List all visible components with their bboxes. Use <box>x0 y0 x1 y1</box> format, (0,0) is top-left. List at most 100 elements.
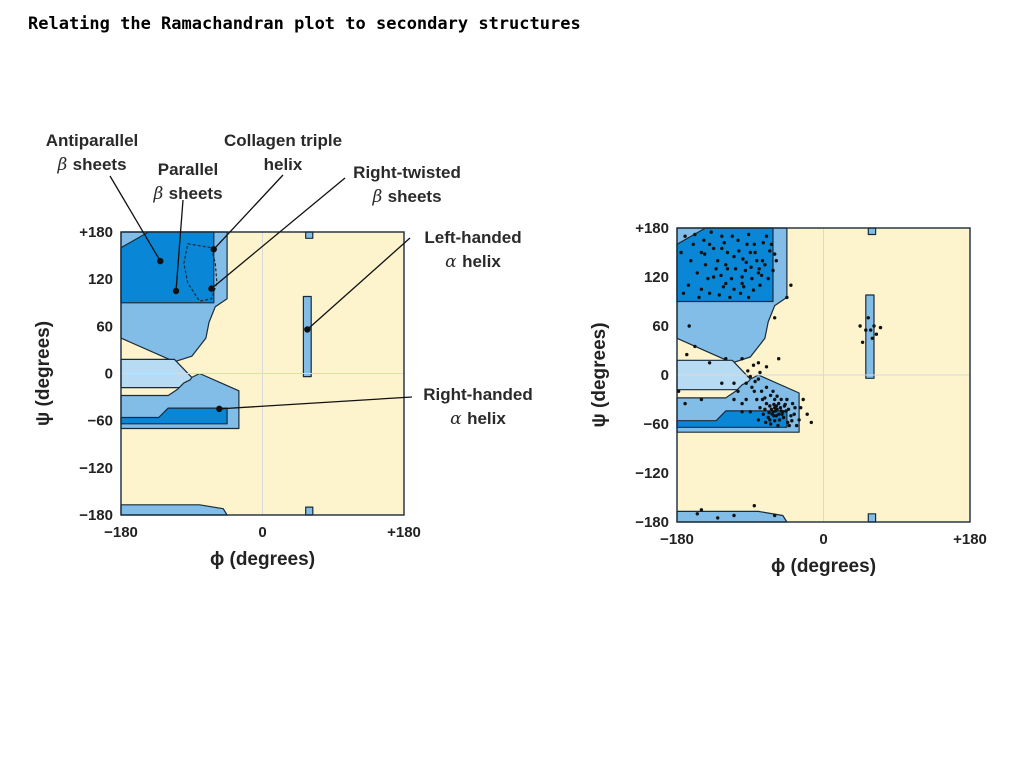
plot-frame <box>676 227 971 523</box>
data-point <box>744 260 748 264</box>
data-point <box>805 412 809 416</box>
data-point <box>778 406 783 410</box>
greek-symbol: α <box>450 409 467 429</box>
data-point <box>707 361 712 365</box>
data-point <box>860 340 865 344</box>
left-y-tick-label: 60 <box>96 318 113 335</box>
data-point <box>709 230 713 234</box>
greek-symbol: α <box>445 252 462 272</box>
data-point <box>725 267 730 271</box>
data-point <box>752 242 756 246</box>
data-point <box>773 513 777 518</box>
annotation-text: sheets <box>388 187 442 206</box>
data-point <box>753 250 757 255</box>
right-y-tick-label: 0 <box>661 367 669 384</box>
data-point <box>740 357 744 361</box>
data-point <box>790 401 795 406</box>
data-point <box>681 291 686 295</box>
data-point <box>720 234 724 238</box>
right-y-axis-label: ψ (degrees) <box>589 322 610 427</box>
data-point <box>874 332 879 336</box>
data-point <box>763 396 767 400</box>
data-point <box>756 271 761 275</box>
right-y-tick-label: 120 <box>644 269 669 286</box>
data-point <box>756 418 761 422</box>
data-point <box>719 273 723 278</box>
data-point <box>752 389 756 393</box>
data-point <box>706 276 710 281</box>
data-point <box>763 263 767 267</box>
left-y-tick-label: −60 <box>88 413 113 430</box>
data-point <box>725 250 730 255</box>
bottom-edge-region <box>867 513 877 523</box>
annotation-text: helix <box>467 409 506 428</box>
data-point <box>737 249 741 253</box>
data-point <box>801 397 805 402</box>
annotation-target-dot <box>157 257 164 265</box>
right-y-tick-label: +180 <box>635 220 669 237</box>
data-point <box>878 325 883 330</box>
data-point <box>691 242 695 246</box>
data-point <box>768 393 773 398</box>
data-point <box>742 285 746 289</box>
data-point <box>773 409 778 413</box>
annotation-label: β sheets <box>56 155 126 175</box>
plot-frame <box>120 231 405 516</box>
data-point <box>773 397 777 402</box>
data-point <box>740 410 744 414</box>
data-point <box>776 423 780 428</box>
left-y-tick-label: 0 <box>105 366 113 383</box>
annotation-leader-line <box>210 177 346 290</box>
data-point <box>736 238 740 242</box>
annotation-leader-line <box>219 396 413 410</box>
data-point <box>757 267 761 271</box>
data-point <box>777 401 781 406</box>
annotation-text: helix <box>462 252 501 271</box>
data-point <box>697 295 701 300</box>
data-point <box>790 419 794 423</box>
data-point <box>730 234 734 238</box>
data-point <box>775 394 779 398</box>
data-point <box>732 287 736 291</box>
data-point <box>732 397 736 402</box>
data-point <box>732 513 736 518</box>
data-point <box>758 283 762 287</box>
data-point <box>773 252 777 256</box>
data-point <box>761 241 765 245</box>
data-point <box>746 232 751 237</box>
ramachandran-annotated: +180 120 60 0 −60 −120 −180−180 0 +180 ϕ (degrees… <box>33 131 533 570</box>
data-point <box>741 257 745 261</box>
data-point <box>780 412 784 416</box>
data-point <box>764 365 769 369</box>
data-point <box>745 242 749 246</box>
top-edge-region <box>867 227 877 236</box>
data-point <box>732 254 736 259</box>
data-point <box>763 407 767 411</box>
data-point <box>699 508 704 512</box>
left-handed-region <box>865 294 875 379</box>
data-point <box>753 379 757 384</box>
data-point <box>703 263 708 267</box>
annotation-text: sheets <box>73 155 127 174</box>
bottom-edge-region <box>305 506 314 516</box>
data-point <box>758 370 762 375</box>
data-point <box>760 259 765 263</box>
data-point <box>750 276 754 281</box>
data-point <box>768 404 772 408</box>
data-point <box>777 418 782 422</box>
annotation-target-dot <box>210 246 217 253</box>
data-point <box>764 401 769 406</box>
data-point <box>695 512 699 516</box>
annotation-label: Right-handed <box>423 385 533 404</box>
right-x-tick-label: −180 <box>660 531 694 548</box>
slide-title: Relating the Ramachandran plot to second… <box>28 14 581 34</box>
data-point <box>738 291 743 295</box>
annotation-leader-line <box>109 175 161 262</box>
data-point <box>744 381 748 385</box>
data-point <box>774 259 778 263</box>
data-point <box>769 242 774 246</box>
data-point <box>724 281 728 286</box>
right-y-tick-label: −180 <box>635 514 669 531</box>
right-x-tick-label: +180 <box>953 531 987 548</box>
data-point <box>809 420 813 425</box>
